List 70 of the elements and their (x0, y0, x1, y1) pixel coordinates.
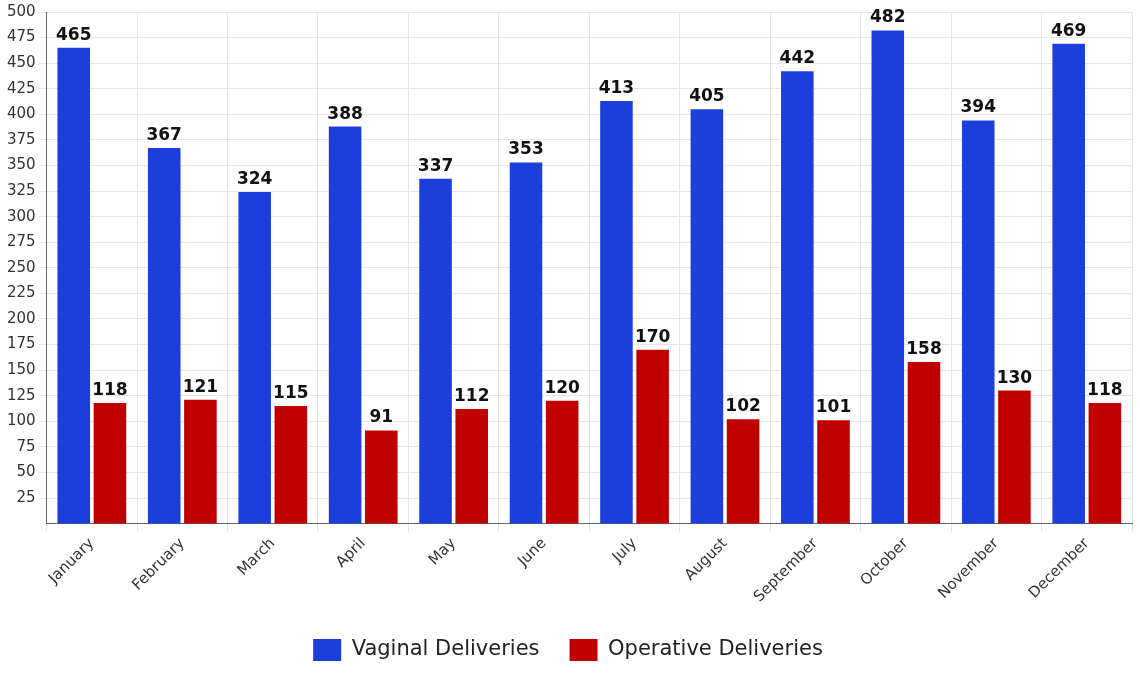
y-tick-label: 200 (6, 308, 36, 327)
data-label: 118 (92, 378, 128, 399)
y-tick-label: 250 (6, 257, 36, 276)
bar (817, 420, 850, 524)
data-label: 121 (182, 375, 219, 396)
bar (726, 419, 760, 524)
data-label: 112 (453, 384, 490, 405)
bar (365, 430, 398, 524)
bar (961, 120, 995, 524)
bar (1052, 43, 1085, 524)
bar (455, 409, 489, 524)
legend-label: Operative Deliveries (608, 636, 823, 661)
data-label: 353 (508, 138, 544, 159)
data-label: 482 (870, 6, 906, 27)
y-tick-label: 375 (6, 129, 36, 148)
bar (509, 162, 543, 524)
y-tick-label: 450 (6, 53, 36, 72)
y-tick-label: 275 (6, 232, 36, 251)
data-label: 120 (544, 376, 581, 397)
bar (781, 71, 814, 524)
y-tick-label: 25 (16, 487, 36, 506)
bar (57, 47, 91, 524)
bar (328, 126, 362, 524)
data-label: 115 (273, 381, 309, 402)
y-tick-label: 50 (16, 462, 36, 481)
y-tick-label: 350 (6, 155, 36, 174)
data-label: 413 (598, 76, 635, 97)
bar (907, 361, 941, 524)
bar (690, 109, 724, 524)
y-tick-label: 225 (6, 283, 36, 302)
bar (238, 192, 271, 524)
bar (545, 400, 579, 524)
data-label: 367 (146, 124, 182, 145)
bar (184, 399, 217, 524)
y-tick-label: 400 (6, 104, 36, 123)
y-tick-label: 150 (6, 360, 36, 379)
bar (419, 178, 452, 524)
data-label: 405 (689, 85, 725, 106)
y-tick-label: 175 (6, 334, 36, 353)
legend-label: Vaginal Deliveries (351, 636, 540, 661)
data-label: 170 (634, 325, 671, 346)
data-label: 465 (56, 23, 92, 44)
y-tick-label: 75 (16, 436, 36, 455)
y-tick-label: 500 (6, 1, 36, 20)
y-tick-label: 475 (6, 27, 36, 46)
bar (871, 30, 905, 524)
data-label: 101 (815, 396, 852, 417)
data-label: 442 (779, 47, 816, 68)
data-label: 102 (725, 395, 761, 416)
data-label: 118 (1087, 378, 1123, 399)
bar (274, 405, 308, 524)
y-tick-label: 100 (6, 411, 36, 430)
bar (600, 101, 633, 524)
bar (93, 402, 127, 524)
data-label: 130 (996, 366, 1033, 387)
y-tick-label: 425 (6, 78, 36, 97)
bar (636, 349, 669, 524)
y-tick-label: 300 (6, 206, 36, 225)
y-tick-label: 125 (6, 385, 36, 404)
data-label: 394 (960, 96, 997, 117)
data-label: 91 (369, 406, 394, 427)
data-label: 469 (1050, 19, 1087, 40)
data-label: 324 (236, 168, 273, 189)
data-label: 388 (327, 102, 363, 123)
bar (1088, 402, 1122, 524)
bar (998, 390, 1031, 524)
data-label: 337 (417, 154, 454, 175)
bar (147, 148, 181, 524)
y-tick-label: 325 (6, 180, 36, 199)
data-label: 158 (906, 337, 942, 358)
